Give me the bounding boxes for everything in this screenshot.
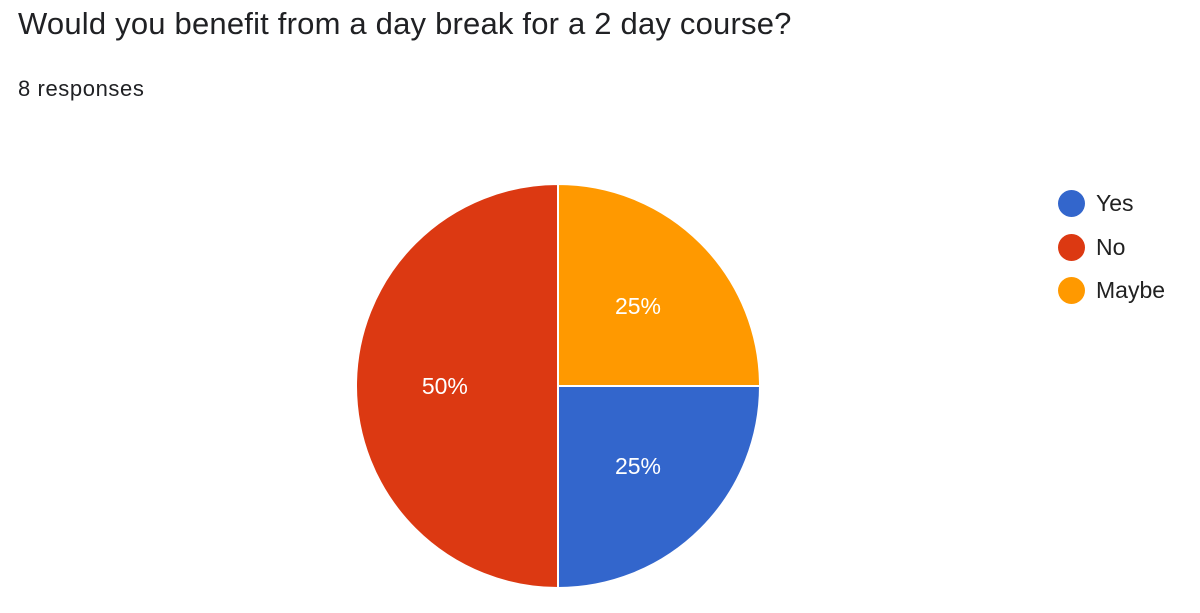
legend-label-maybe: Maybe <box>1096 277 1166 304</box>
pie-slices <box>355 182 762 590</box>
pie-slice-labels: 25% 25% 50% <box>422 293 661 479</box>
legend-item-maybe[interactable]: Maybe <box>1058 269 1165 313</box>
legend-item-yes[interactable]: Yes <box>1058 182 1165 226</box>
pie-slice-maybe[interactable] <box>557 182 762 387</box>
pie-slice-no[interactable] <box>355 182 559 590</box>
pie-label-maybe: 25% <box>615 293 661 319</box>
question-title: Would you benefit from a day break for a… <box>18 6 792 41</box>
legend-label-no: No <box>1096 233 1126 260</box>
legend-swatch-yes <box>1058 190 1085 218</box>
pie-slice-yes[interactable] <box>557 385 762 590</box>
legend-swatch-no <box>1058 233 1085 261</box>
chart-legend: Yes No Maybe <box>1058 182 1165 313</box>
legend-item-no[interactable]: No <box>1058 226 1165 270</box>
legend-label-yes: Yes <box>1096 190 1134 217</box>
pie-label-yes: 25% <box>615 453 661 479</box>
legend-swatch-maybe <box>1058 277 1085 305</box>
response-count: 8 responses <box>18 76 145 101</box>
pie-label-no: 50% <box>422 373 468 399</box>
